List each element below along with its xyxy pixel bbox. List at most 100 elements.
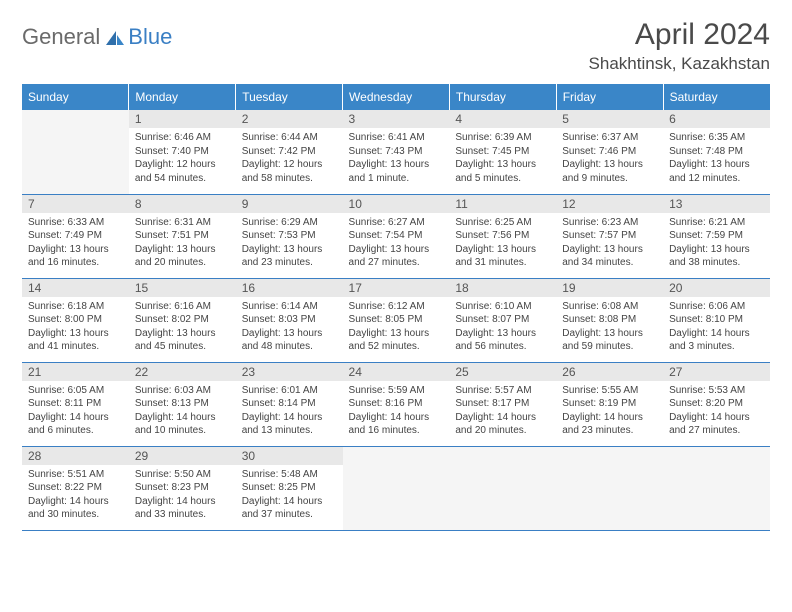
- day-details: Sunrise: 6:18 AMSunset: 8:00 PMDaylight:…: [22, 297, 129, 358]
- sunrise-text: Sunrise: 6:41 AM: [349, 131, 444, 145]
- daylight-line2: and 30 minutes.: [28, 508, 123, 522]
- calendar-cell: 30Sunrise: 5:48 AMSunset: 8:25 PMDayligh…: [236, 446, 343, 530]
- daylight-line2: and 54 minutes.: [135, 172, 230, 186]
- day-number: 11: [449, 195, 556, 213]
- logo-text-blue: Blue: [128, 24, 172, 50]
- sunset-text: Sunset: 8:20 PM: [669, 397, 764, 411]
- sunrise-text: Sunrise: 6:21 AM: [669, 216, 764, 230]
- day-number: 18: [449, 279, 556, 297]
- day-details: Sunrise: 6:39 AMSunset: 7:45 PMDaylight:…: [449, 128, 556, 189]
- sunset-text: Sunset: 7:46 PM: [562, 145, 657, 159]
- daylight-line1: Daylight: 13 hours: [28, 327, 123, 341]
- day-details: Sunrise: 6:01 AMSunset: 8:14 PMDaylight:…: [236, 381, 343, 442]
- calendar-cell: 25Sunrise: 5:57 AMSunset: 8:17 PMDayligh…: [449, 362, 556, 446]
- daylight-line2: and 16 minutes.: [28, 256, 123, 270]
- daylight-line1: Daylight: 14 hours: [135, 495, 230, 509]
- daylight-line2: and 58 minutes.: [242, 172, 337, 186]
- calendar-cell: [556, 446, 663, 530]
- sunset-text: Sunset: 7:54 PM: [349, 229, 444, 243]
- sunrise-text: Sunrise: 6:12 AM: [349, 300, 444, 314]
- sunrise-text: Sunrise: 6:01 AM: [242, 384, 337, 398]
- logo-text-general: General: [22, 24, 100, 50]
- calendar-cell: 21Sunrise: 6:05 AMSunset: 8:11 PMDayligh…: [22, 362, 129, 446]
- daylight-line1: Daylight: 13 hours: [349, 243, 444, 257]
- weekday-header: Tuesday: [236, 84, 343, 110]
- daylight-line2: and 3 minutes.: [669, 340, 764, 354]
- daylight-line2: and 23 minutes.: [242, 256, 337, 270]
- daylight-line1: Daylight: 14 hours: [455, 411, 550, 425]
- daylight-line1: Daylight: 13 hours: [455, 327, 550, 341]
- day-details: Sunrise: 6:08 AMSunset: 8:08 PMDaylight:…: [556, 297, 663, 358]
- daylight-line2: and 27 minutes.: [669, 424, 764, 438]
- calendar-cell: 11Sunrise: 6:25 AMSunset: 7:56 PMDayligh…: [449, 194, 556, 278]
- daylight-line2: and 6 minutes.: [28, 424, 123, 438]
- day-details: Sunrise: 6:27 AMSunset: 7:54 PMDaylight:…: [343, 213, 450, 274]
- day-number: 24: [343, 363, 450, 381]
- sunrise-text: Sunrise: 6:10 AM: [455, 300, 550, 314]
- sunrise-text: Sunrise: 6:03 AM: [135, 384, 230, 398]
- sunset-text: Sunset: 8:11 PM: [28, 397, 123, 411]
- sunset-text: Sunset: 8:02 PM: [135, 313, 230, 327]
- sunset-text: Sunset: 8:19 PM: [562, 397, 657, 411]
- sunrise-text: Sunrise: 5:59 AM: [349, 384, 444, 398]
- daylight-line1: Daylight: 13 hours: [562, 158, 657, 172]
- day-details: Sunrise: 5:55 AMSunset: 8:19 PMDaylight:…: [556, 381, 663, 442]
- sunrise-text: Sunrise: 5:50 AM: [135, 468, 230, 482]
- day-number: 21: [22, 363, 129, 381]
- daylight-line1: Daylight: 13 hours: [349, 158, 444, 172]
- daylight-line1: Daylight: 12 hours: [135, 158, 230, 172]
- day-number: 25: [449, 363, 556, 381]
- daylight-line1: Daylight: 13 hours: [242, 327, 337, 341]
- sunset-text: Sunset: 8:03 PM: [242, 313, 337, 327]
- calendar-cell: 20Sunrise: 6:06 AMSunset: 8:10 PMDayligh…: [663, 278, 770, 362]
- daylight-line1: Daylight: 13 hours: [455, 158, 550, 172]
- day-details: Sunrise: 6:12 AMSunset: 8:05 PMDaylight:…: [343, 297, 450, 358]
- sunset-text: Sunset: 7:51 PM: [135, 229, 230, 243]
- sunrise-text: Sunrise: 6:46 AM: [135, 131, 230, 145]
- daylight-line1: Daylight: 14 hours: [28, 411, 123, 425]
- sunrise-text: Sunrise: 6:37 AM: [562, 131, 657, 145]
- day-details: Sunrise: 6:14 AMSunset: 8:03 PMDaylight:…: [236, 297, 343, 358]
- day-number: 17: [343, 279, 450, 297]
- logo: General Blue: [22, 24, 172, 50]
- daylight-line1: Daylight: 14 hours: [242, 411, 337, 425]
- page-header: General Blue April 2024 Shakhtinsk, Kaza…: [22, 18, 770, 74]
- sunset-text: Sunset: 8:07 PM: [455, 313, 550, 327]
- sunset-text: Sunset: 7:43 PM: [349, 145, 444, 159]
- day-details: Sunrise: 6:10 AMSunset: 8:07 PMDaylight:…: [449, 297, 556, 358]
- daylight-line2: and 27 minutes.: [349, 256, 444, 270]
- sunset-text: Sunset: 7:42 PM: [242, 145, 337, 159]
- daylight-line1: Daylight: 14 hours: [562, 411, 657, 425]
- day-details: Sunrise: 6:16 AMSunset: 8:02 PMDaylight:…: [129, 297, 236, 358]
- day-details: Sunrise: 6:35 AMSunset: 7:48 PMDaylight:…: [663, 128, 770, 189]
- day-number: 1: [129, 110, 236, 128]
- sunrise-text: Sunrise: 5:48 AM: [242, 468, 337, 482]
- day-details: Sunrise: 6:23 AMSunset: 7:57 PMDaylight:…: [556, 213, 663, 274]
- calendar-cell: 17Sunrise: 6:12 AMSunset: 8:05 PMDayligh…: [343, 278, 450, 362]
- calendar-cell: 26Sunrise: 5:55 AMSunset: 8:19 PMDayligh…: [556, 362, 663, 446]
- calendar-cell: 5Sunrise: 6:37 AMSunset: 7:46 PMDaylight…: [556, 110, 663, 194]
- sunrise-text: Sunrise: 6:14 AM: [242, 300, 337, 314]
- daylight-line2: and 5 minutes.: [455, 172, 550, 186]
- daylight-line1: Daylight: 14 hours: [28, 495, 123, 509]
- sunset-text: Sunset: 7:53 PM: [242, 229, 337, 243]
- day-number: 30: [236, 447, 343, 465]
- daylight-line2: and 48 minutes.: [242, 340, 337, 354]
- weekday-header: Friday: [556, 84, 663, 110]
- day-number: 3: [343, 110, 450, 128]
- daylight-line1: Daylight: 13 hours: [135, 243, 230, 257]
- calendar-cell: 8Sunrise: 6:31 AMSunset: 7:51 PMDaylight…: [129, 194, 236, 278]
- day-number: 10: [343, 195, 450, 213]
- location-label: Shakhtinsk, Kazakhstan: [589, 54, 770, 74]
- sunset-text: Sunset: 7:59 PM: [669, 229, 764, 243]
- day-number: 27: [663, 363, 770, 381]
- daylight-line2: and 1 minute.: [349, 172, 444, 186]
- daylight-line1: Daylight: 13 hours: [135, 327, 230, 341]
- day-number: 12: [556, 195, 663, 213]
- day-number: 6: [663, 110, 770, 128]
- sunrise-text: Sunrise: 6:16 AM: [135, 300, 230, 314]
- daylight-line1: Daylight: 13 hours: [562, 327, 657, 341]
- day-number: 4: [449, 110, 556, 128]
- calendar-cell: 16Sunrise: 6:14 AMSunset: 8:03 PMDayligh…: [236, 278, 343, 362]
- sunset-text: Sunset: 8:13 PM: [135, 397, 230, 411]
